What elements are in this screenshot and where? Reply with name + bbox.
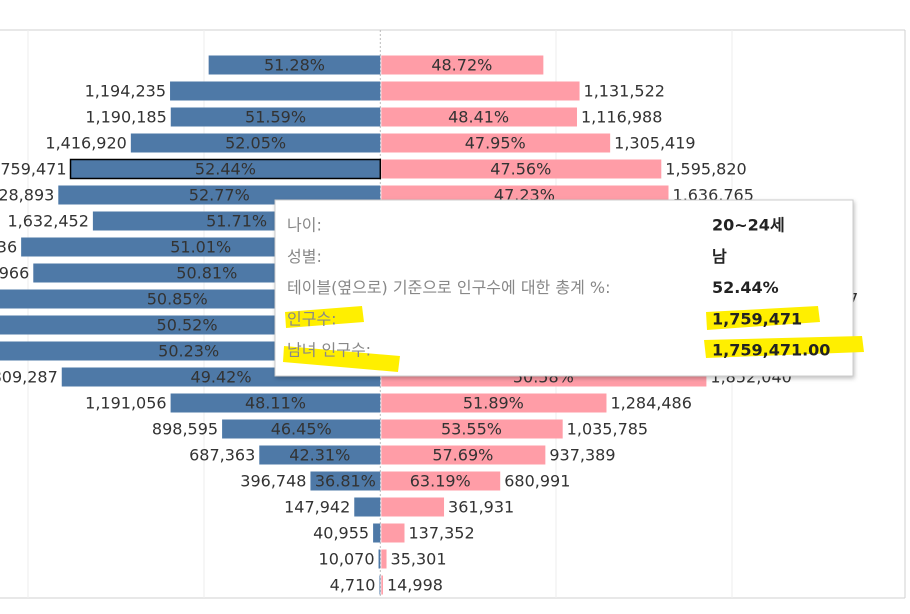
value-label: 361,931 <box>448 498 514 517</box>
value-label: 687,363 <box>189 446 255 465</box>
share-label: 51.89% <box>463 394 524 413</box>
value-label: 4,710 <box>330 576 376 595</box>
value-label: 1,131,522 <box>584 82 665 101</box>
bar <box>69 158 382 180</box>
share-label: 51.59% <box>245 108 306 127</box>
bar <box>381 523 405 543</box>
bar <box>381 419 563 439</box>
share-label: 57.69% <box>432 446 493 465</box>
value-label: 1,305,419 <box>614 134 695 153</box>
bar <box>381 445 546 465</box>
share-label: 48.41% <box>448 108 509 127</box>
bar <box>381 133 611 153</box>
highlight <box>283 346 400 372</box>
bar <box>381 55 544 75</box>
share-label: 51.01% <box>170 238 231 257</box>
bar <box>208 55 381 75</box>
bar <box>381 159 662 179</box>
bar <box>170 393 381 413</box>
value-label: 1,284,486 <box>610 394 691 413</box>
bar <box>379 575 381 595</box>
value-label: 937,389 <box>549 446 615 465</box>
share-label: 52.77% <box>189 186 250 205</box>
share-label: 50.23% <box>158 342 219 361</box>
bar <box>222 419 381 439</box>
highlight <box>704 336 864 358</box>
highlight <box>285 306 364 328</box>
tooltip-label: 나이: <box>287 216 322 235</box>
tooltip-label: 인구수: <box>287 309 337 328</box>
bar <box>381 575 383 595</box>
share-label: 36.81% <box>315 472 376 491</box>
bar <box>310 471 381 491</box>
value-label: 680,991 <box>504 472 570 491</box>
value-label: 147,942 <box>284 498 350 517</box>
tooltip-value: 20~24세 <box>712 216 785 235</box>
share-label: 50.85% <box>147 290 208 309</box>
value-label: 1,035,785 <box>567 420 648 439</box>
value-label: 14,998 <box>387 576 443 595</box>
highlight <box>706 306 820 330</box>
value-label: 40,955 <box>313 524 369 543</box>
bar <box>170 81 381 101</box>
share-label: 46.45% <box>271 420 332 439</box>
tooltip-value: 1,759,471.00 <box>712 341 830 360</box>
tooltip-value: 52.44% <box>712 278 779 297</box>
share-label: 63.19% <box>410 472 471 491</box>
value-label: 137,352 <box>408 524 474 543</box>
share-label: 49.42% <box>191 368 252 387</box>
share-label: 47.95% <box>465 134 526 153</box>
share-label: 51.71% <box>206 212 267 231</box>
share-label: 47.56% <box>490 160 551 179</box>
share-label: 52.05% <box>225 134 286 153</box>
value-label: 1,191,056 <box>85 394 166 413</box>
value-label: 1,759,471 <box>0 160 67 179</box>
share-label: 51.28% <box>264 56 325 75</box>
share-label: 50.52% <box>157 316 218 335</box>
tooltip-value: 1,759,471 <box>712 309 802 328</box>
bar <box>130 133 381 153</box>
bar <box>381 393 607 413</box>
value-label: 1,194,235 <box>85 82 166 101</box>
bar <box>381 81 580 101</box>
tooltip-label: 성별: <box>287 247 322 266</box>
share-label: 50.81% <box>176 264 237 283</box>
share-label: 48.11% <box>245 394 306 413</box>
value-label: 898,595 <box>152 420 218 439</box>
bar <box>378 549 381 569</box>
value-label: 1,416,920 <box>45 134 126 153</box>
bar <box>381 471 501 491</box>
bar <box>354 497 381 517</box>
bar <box>373 523 381 543</box>
value-label: 1,190,185 <box>85 108 166 127</box>
bar <box>381 497 445 517</box>
share-label: 48.72% <box>431 56 492 75</box>
bar <box>381 107 577 127</box>
value-label: 396,748 <box>240 472 306 491</box>
bar <box>170 107 381 127</box>
value-label: 1,809,287 <box>0 368 58 387</box>
value-label: 1,116,988 <box>581 108 662 127</box>
value-label: 1,828,893 <box>0 186 54 205</box>
tooltip-label: 남녀 인구수: <box>287 341 371 360</box>
share-label: 53.55% <box>441 420 502 439</box>
bar <box>259 445 381 465</box>
value-label: 35,301 <box>391 550 447 569</box>
value-label: 1,970,966 <box>0 264 29 283</box>
tooltip-value: 남 <box>712 247 727 266</box>
value-label: 1,632,452 <box>7 212 88 231</box>
tooltip-label: 테이블(옆으로) 기준으로 인구수에 대한 총계 %: <box>287 278 610 297</box>
value-label: 10,070 <box>319 550 375 569</box>
value-label: 2,039,936 <box>0 238 17 257</box>
share-label: 52.44% <box>195 160 256 179</box>
bar <box>381 549 387 569</box>
value-label: 1,595,820 <box>665 160 746 179</box>
share-label: 42.31% <box>289 446 350 465</box>
